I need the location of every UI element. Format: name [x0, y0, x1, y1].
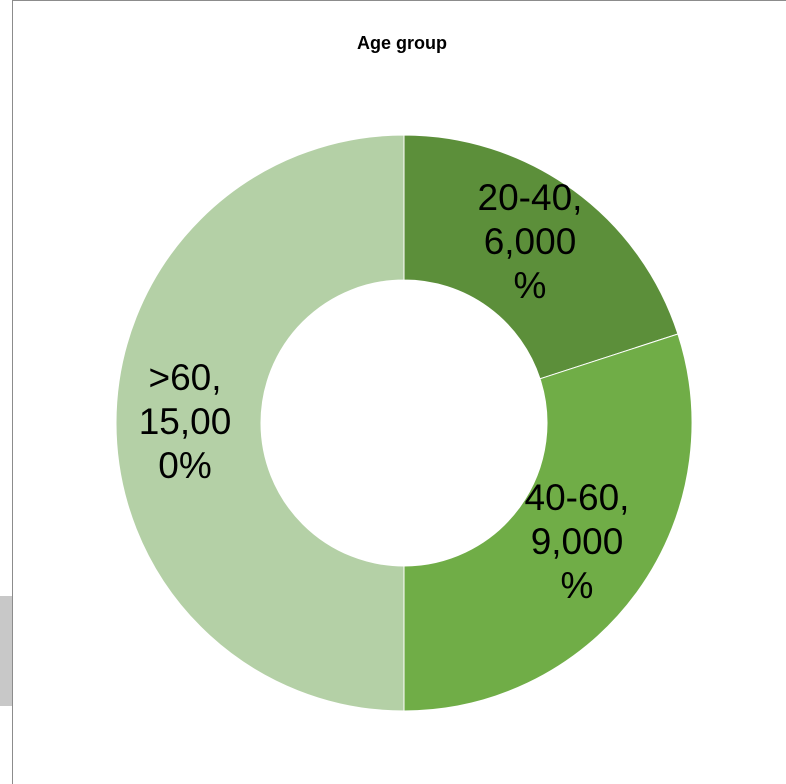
slice-label-line: 6,000	[484, 221, 577, 262]
slice-label-line: %	[514, 265, 547, 306]
slice-label-line: 9,000	[531, 521, 624, 562]
slice-label-line: 15,00	[139, 401, 232, 442]
slice-label: 20-40, 6,000%	[478, 177, 583, 306]
slice-labels: 20-40, 6,000 %40-60, 9,000 %>60, 15,00 0%	[139, 177, 630, 606]
donut-slice-60[interactable]	[115, 134, 405, 712]
donut-slice-4060[interactable]	[403, 333, 693, 712]
slice-label: >60, 15,00 0%	[139, 357, 232, 486]
slice-label-line: 0%	[158, 445, 211, 486]
slice-label-line: 20-40,	[478, 177, 583, 218]
slice-label: 40-60, 9,000%	[525, 477, 630, 606]
donut-slices	[115, 134, 693, 712]
slice-label-line: %	[561, 565, 594, 606]
slice-label-line: 40-60,	[525, 477, 630, 518]
side-tab	[0, 596, 12, 706]
chart-title: Age group	[357, 33, 447, 53]
donut-slice-2040[interactable]	[403, 134, 679, 380]
slice-label-line: >60,	[148, 357, 221, 398]
